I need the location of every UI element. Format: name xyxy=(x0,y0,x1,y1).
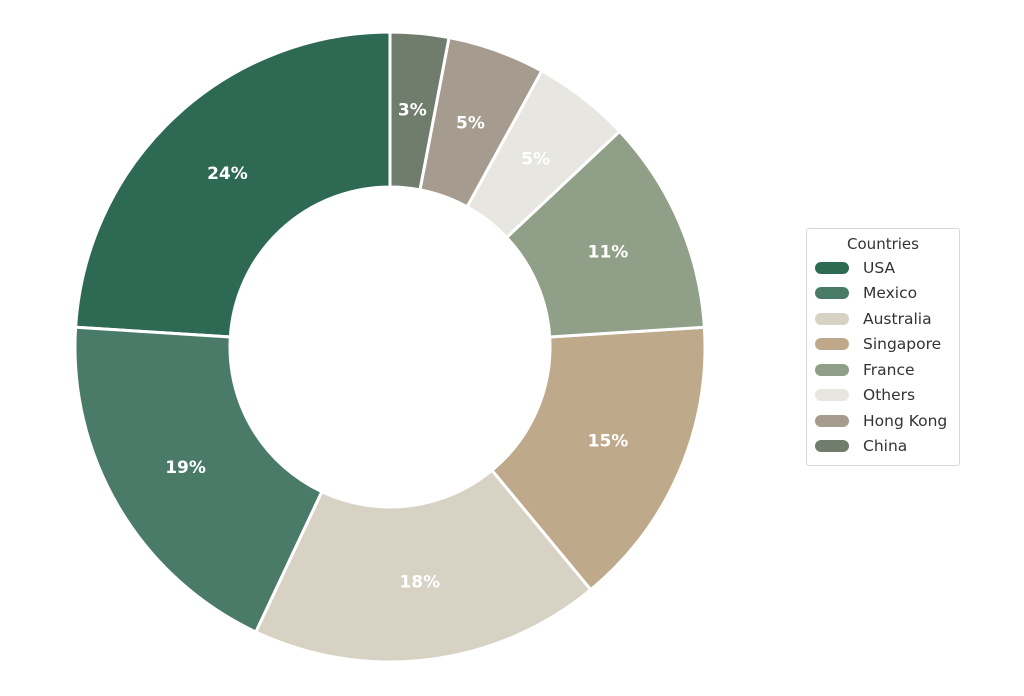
legend-item-france: France xyxy=(807,357,959,383)
legend-label-hong-kong: Hong Kong xyxy=(863,411,948,430)
legend-item-china: China xyxy=(807,434,959,460)
legend-swatch-usa xyxy=(815,261,849,274)
legend-label-singapore: Singapore xyxy=(863,335,942,354)
legend-swatch-france xyxy=(815,363,849,376)
slice-australia xyxy=(253,468,593,664)
legend-label-others: Others xyxy=(863,386,916,405)
legend-item-hong-kong: Hong Kong xyxy=(807,408,959,434)
legend-item-others: Others xyxy=(807,383,959,409)
slice-label-france: 11% xyxy=(588,243,629,263)
legend-swatch-singapore xyxy=(815,338,849,351)
legend-label-china: China xyxy=(863,437,908,456)
slice-label-china: 3% xyxy=(398,101,427,121)
slice-china xyxy=(388,30,451,192)
legend: Countries USA Mexico Australia Singapore… xyxy=(806,228,960,466)
legend-label-usa: USA xyxy=(863,258,896,277)
legend-swatch-mexico xyxy=(815,287,849,300)
legend-item-australia: Australia xyxy=(807,306,959,332)
legend-label-australia: Australia xyxy=(863,309,932,328)
slice-label-others: 5% xyxy=(521,149,550,169)
legend-item-usa: USA xyxy=(807,255,959,281)
legend-label-france: France xyxy=(863,360,915,379)
slice-label-hong-kong: 5% xyxy=(456,114,485,134)
legend-label-mexico: Mexico xyxy=(863,284,918,303)
legend-swatch-australia xyxy=(815,312,849,325)
legend-item-mexico: Mexico xyxy=(807,281,959,307)
slice-label-usa: 24% xyxy=(207,164,248,184)
legend-swatch-hong-kong xyxy=(815,414,849,427)
slice-label-australia: 18% xyxy=(399,573,440,593)
slice-mexico xyxy=(73,325,324,635)
legend-swatch-china xyxy=(815,440,849,453)
legend-title: Countries xyxy=(847,235,919,253)
legend-swatch-others xyxy=(815,389,849,402)
slice-usa xyxy=(74,30,392,339)
legend-item-singapore: Singapore xyxy=(807,332,959,358)
slice-label-mexico: 19% xyxy=(165,458,206,478)
slice-label-singapore: 15% xyxy=(588,431,629,451)
slice-singapore xyxy=(489,325,707,592)
